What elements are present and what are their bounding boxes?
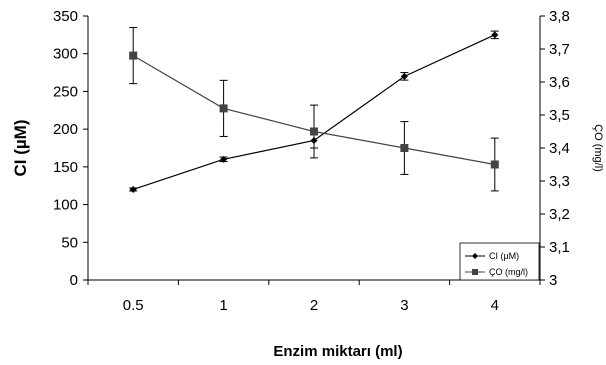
x-axis-label: Enzim miktarı (ml) (273, 343, 402, 360)
left-tick-label: 150 (53, 159, 78, 176)
left-tick-label: 200 (53, 121, 78, 138)
right-tick-label: 3,8 (549, 8, 570, 25)
series-layer (129, 27, 499, 193)
right-tick-label: 3 (549, 272, 557, 289)
left-axis-ticks: 0 50 100 150 200 250 300 350 (53, 8, 88, 289)
right-tick-label: 3,3 (549, 173, 570, 190)
right-tick-label: 3,5 (549, 107, 570, 124)
right-tick-label: 3,6 (549, 74, 570, 91)
legend-marker-ci (472, 253, 478, 259)
data-point (219, 104, 228, 113)
x-tick-label: 3 (400, 297, 408, 314)
right-axis-ticks: 3 3,1 3,2 3,3 3,4 3,5 3,6 3,7 3,8 (540, 8, 570, 289)
left-tick-label: 50 (61, 234, 78, 251)
data-point (400, 144, 409, 152)
x-tick-label: 1 (219, 297, 227, 314)
left-tick-label: 350 (53, 8, 78, 25)
legend-label-co: ÇO (mg/l) (489, 267, 528, 277)
x-tick-label: 0.5 (123, 297, 144, 314)
legend-label-ci: CI (µM) (489, 251, 519, 261)
left-tick-label: 250 (53, 83, 78, 100)
data-point (129, 51, 138, 60)
x-axis-ticks: 0.5 1 2 3 4 (87, 280, 541, 314)
y-axis-right-label: ÇO (mg/l) (592, 124, 604, 172)
data-point (491, 31, 499, 39)
left-tick-label: 300 (53, 46, 78, 63)
data-point (400, 72, 408, 80)
left-tick-label: 0 (70, 272, 78, 289)
y-axis-left-label: CI (µM) (11, 119, 30, 176)
x-tick-label: 2 (310, 297, 318, 314)
left-tick-label: 100 (53, 197, 78, 214)
data-point (490, 160, 499, 169)
data-point (129, 185, 137, 193)
data-point (220, 155, 228, 163)
right-tick-label: 3,2 (549, 206, 570, 223)
legend: CI (µM) ÇO (mg/l) (459, 242, 540, 281)
right-tick-label: 3,7 (549, 41, 570, 58)
right-tick-label: 3,1 (549, 239, 570, 256)
x-tick-label: 4 (491, 297, 499, 314)
right-tick-label: 3,4 (549, 140, 570, 157)
legend-marker-co (472, 269, 478, 275)
data-point (310, 127, 318, 136)
